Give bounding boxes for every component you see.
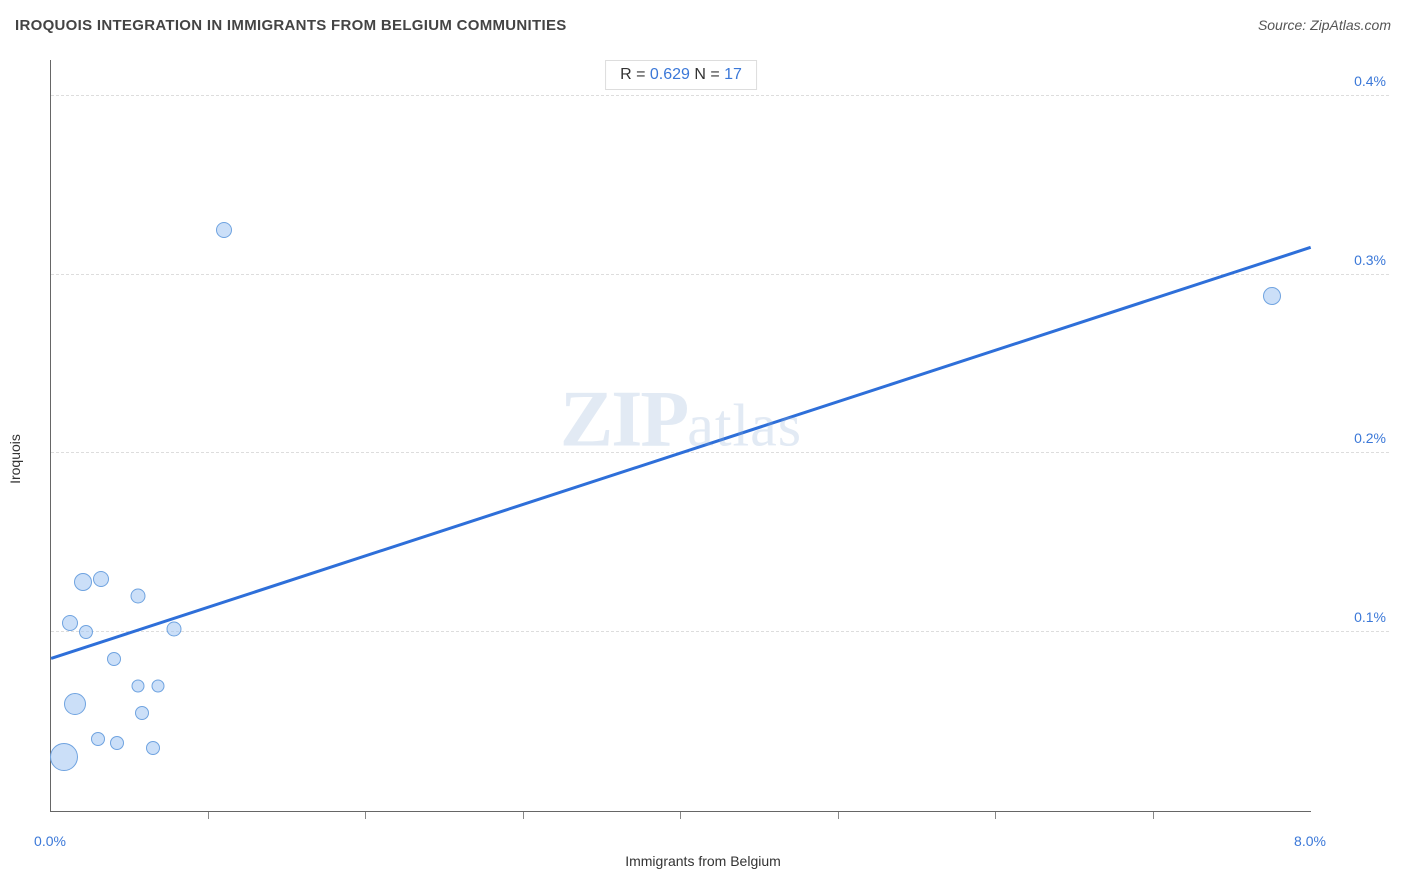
data-point bbox=[110, 736, 124, 750]
gridline bbox=[51, 452, 1389, 453]
data-point bbox=[152, 679, 165, 692]
chart-container: R = 0.629 N = 17 ZIPatlas Iroquois Immig… bbox=[15, 40, 1391, 877]
watermark-zip: ZIP bbox=[560, 376, 687, 464]
x-tick-mark bbox=[208, 812, 209, 819]
r-label: R = bbox=[620, 66, 650, 83]
source-attribution: Source: ZipAtlas.com bbox=[1258, 17, 1391, 33]
x-tick-mark bbox=[838, 812, 839, 819]
data-point bbox=[135, 706, 149, 720]
x-tick-mark bbox=[680, 812, 681, 819]
r-value: 0.629 bbox=[650, 66, 690, 83]
x-tick-min: 0.0% bbox=[34, 833, 66, 849]
data-point bbox=[91, 732, 105, 746]
data-point bbox=[216, 222, 232, 238]
data-point bbox=[1263, 287, 1281, 305]
data-point bbox=[74, 573, 92, 591]
plot-area: R = 0.629 N = 17 ZIPatlas bbox=[50, 60, 1311, 812]
x-tick-max: 8.0% bbox=[1294, 833, 1326, 849]
stats-box: R = 0.629 N = 17 bbox=[605, 60, 757, 90]
gridline bbox=[51, 274, 1389, 275]
data-point bbox=[166, 621, 181, 636]
n-value: 17 bbox=[724, 66, 742, 83]
data-point bbox=[93, 571, 109, 587]
x-tick-mark bbox=[365, 812, 366, 819]
n-label: N = bbox=[690, 66, 724, 83]
watermark-atlas: atlas bbox=[687, 393, 802, 459]
y-tick-label: 0.4% bbox=[1354, 73, 1386, 89]
data-point bbox=[146, 741, 160, 755]
gridline bbox=[51, 631, 1389, 632]
x-axis-label: Immigrants from Belgium bbox=[625, 853, 781, 869]
chart-header: IROQUOIS INTEGRATION IN IMMIGRANTS FROM … bbox=[0, 0, 1406, 40]
data-point bbox=[79, 625, 93, 639]
data-point bbox=[130, 589, 145, 604]
data-point bbox=[131, 679, 144, 692]
data-point bbox=[107, 652, 121, 666]
x-tick-mark bbox=[523, 812, 524, 819]
y-axis-label: Iroquois bbox=[7, 434, 23, 484]
data-point bbox=[62, 615, 78, 631]
y-tick-label: 0.1% bbox=[1354, 609, 1386, 625]
x-tick-mark bbox=[1153, 812, 1154, 819]
gridline bbox=[51, 95, 1389, 96]
chart-title: IROQUOIS INTEGRATION IN IMMIGRANTS FROM … bbox=[15, 17, 567, 34]
y-tick-label: 0.3% bbox=[1354, 252, 1386, 268]
y-tick-label: 0.2% bbox=[1354, 430, 1386, 446]
data-point bbox=[50, 743, 78, 771]
data-point bbox=[64, 693, 86, 715]
x-tick-mark bbox=[995, 812, 996, 819]
